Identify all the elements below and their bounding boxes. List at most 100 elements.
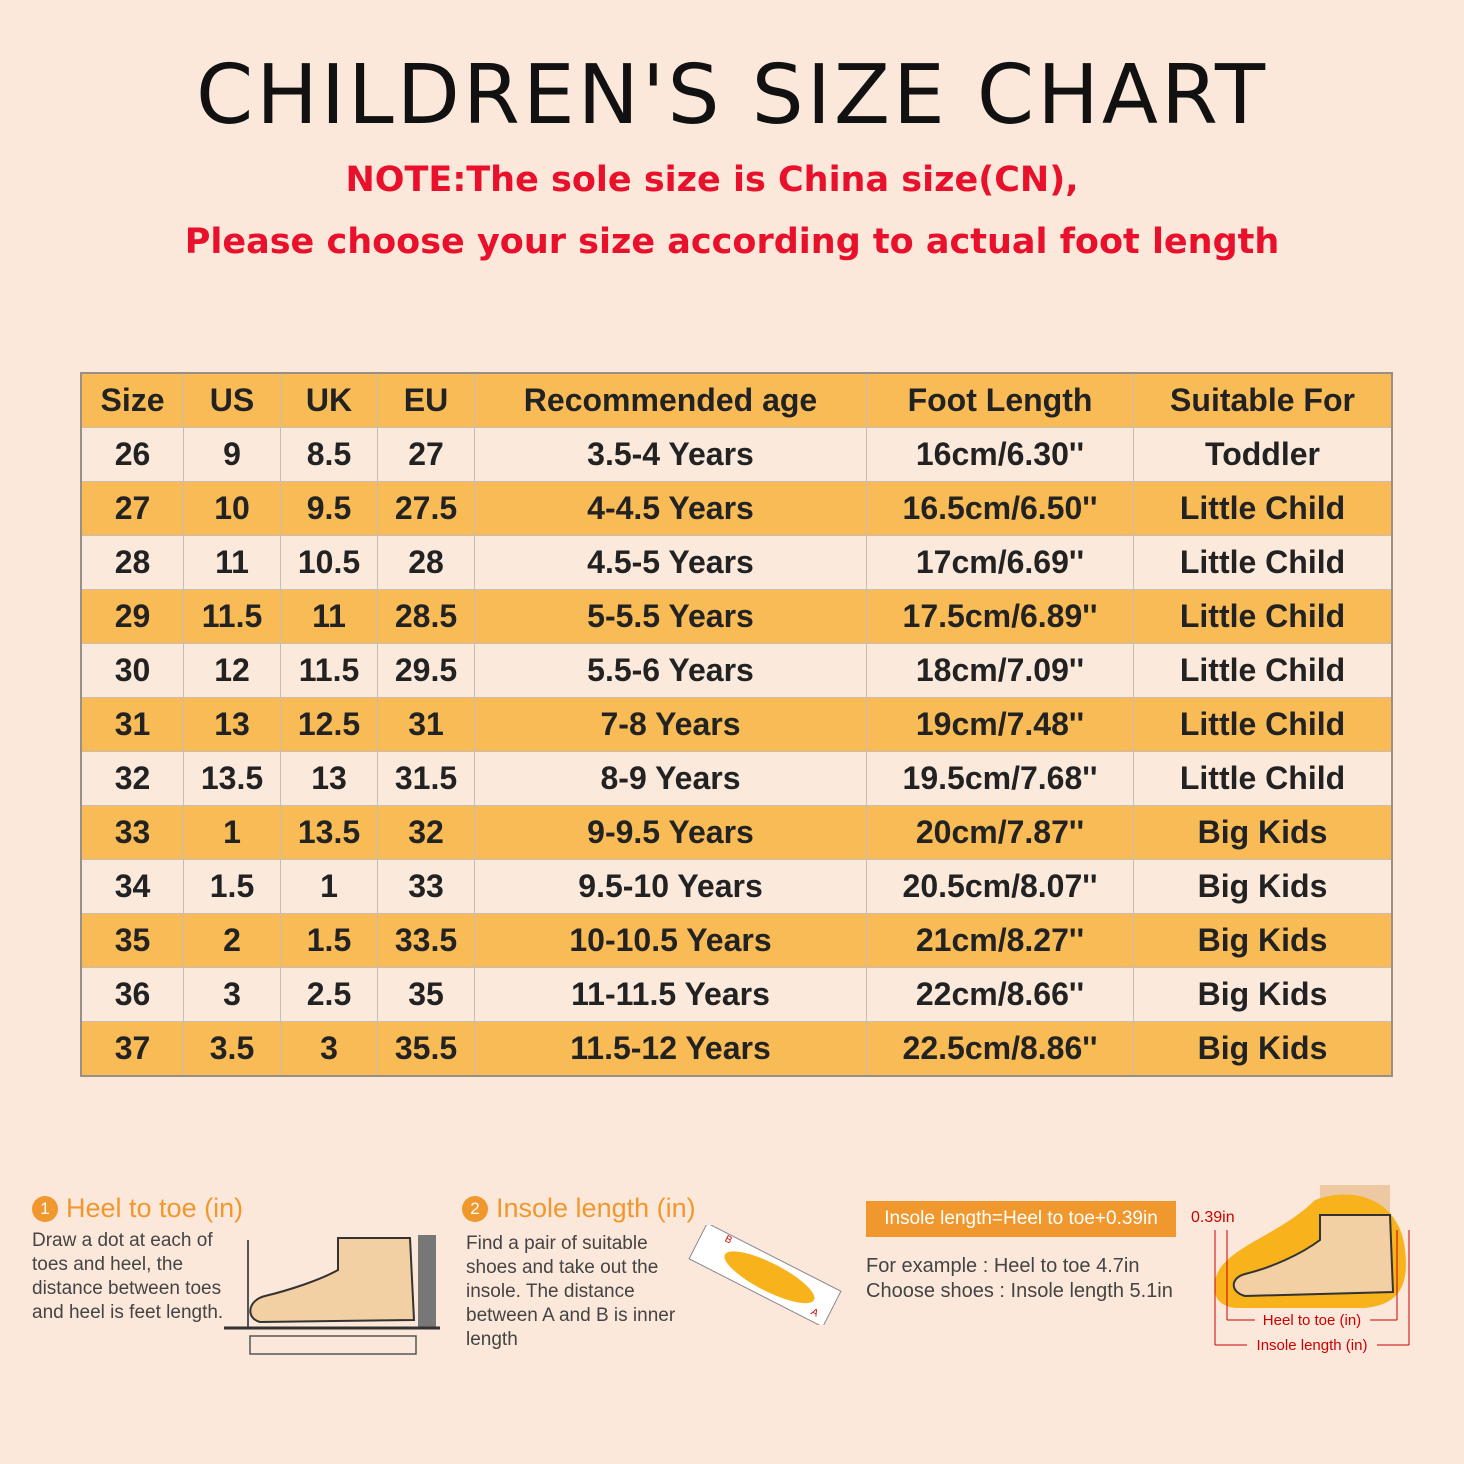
cell: 33	[377, 859, 475, 914]
cell: 35	[377, 967, 475, 1022]
cell: 3.5	[183, 1021, 281, 1077]
cell: 20cm/7.87''	[866, 805, 1134, 860]
cell: Little Child	[1133, 535, 1393, 590]
foot-illustration	[224, 1235, 440, 1355]
row: 26 9 8.5 27 3.5-4 Years 16cm/6.30'' Toddler	[80, 427, 1393, 482]
cell: 10-10.5 Years	[474, 913, 867, 968]
cell: 28.5	[377, 589, 475, 644]
cell: 27	[377, 427, 475, 482]
cell: Little Child	[1133, 751, 1393, 806]
cell: Big Kids	[1133, 805, 1393, 860]
cell: Suitable For	[1133, 372, 1393, 428]
point-label: A	[809, 1307, 820, 1320]
cell: 31.5	[377, 751, 475, 806]
cell: 35.5	[377, 1021, 475, 1077]
cell: 31	[377, 697, 475, 752]
cell: 1	[183, 805, 281, 860]
cell: 1.5	[280, 913, 378, 968]
cell: 2.5	[280, 967, 378, 1022]
row: 36 3 2.5 35 11-11.5 Years 22cm/8.66'' Big Kids	[80, 967, 1393, 1022]
cell: Big Kids	[1133, 913, 1393, 968]
label-bg	[1255, 1311, 1370, 1329]
cell: 30	[80, 643, 184, 698]
cell: 11.5-12 Years	[474, 1021, 867, 1077]
cell: 32	[377, 805, 475, 860]
cell: 16cm/6.30''	[866, 427, 1134, 482]
cell: Little Child	[1133, 697, 1393, 752]
insole-illustration: B A	[688, 1225, 842, 1325]
cell: 10	[183, 481, 281, 536]
step-text: Draw a dot at each of toes and heel, the…	[32, 1230, 224, 1323]
insole	[724, 1251, 815, 1304]
cell: 32	[80, 751, 184, 806]
step-heading: 1 Heel to toe (in)	[32, 1193, 243, 1224]
cell: 8.5	[280, 427, 378, 482]
formula: Insole length=Heel to toe+0.39in	[866, 1201, 1176, 1237]
cell: 3.5-4 Years	[474, 427, 867, 482]
cell: 34	[80, 859, 184, 914]
cell: 19cm/7.48''	[866, 697, 1134, 752]
cell: 33.5	[377, 913, 475, 968]
step-title: Heel to toe (in)	[66, 1193, 244, 1223]
cell: Little Child	[1133, 481, 1393, 536]
ruler	[249, 1335, 417, 1355]
cell: 3	[280, 1021, 378, 1077]
cell: 22.5cm/8.86''	[866, 1021, 1134, 1077]
row: 30 12 11.5 29.5 5.5-6 Years 18cm/7.09'' Little…	[80, 643, 1393, 698]
step-title: Insole length (in)	[496, 1193, 696, 1223]
heel-label: Heel to toe (in)	[1263, 1312, 1361, 1329]
cell: Big Kids	[1133, 859, 1393, 914]
cell: 5-5.5 Years	[474, 589, 867, 644]
note: Please choose your size according to act…	[184, 222, 1280, 262]
row: 33 1 13.5 32 9-9.5 Years 20cm/7.87'' Big Kids	[80, 805, 1393, 860]
cell: EU	[377, 372, 475, 428]
cell: 37	[80, 1021, 184, 1077]
cell: 1.5	[183, 859, 281, 914]
label-bg	[1247, 1336, 1377, 1354]
cell: Big Kids	[1133, 967, 1393, 1022]
row: 34 1.5 1 33 9.5-10 Years 20.5cm/8.07'' Big Kid…	[80, 859, 1393, 914]
step-text: Find a pair of suitable shoes and take o…	[466, 1233, 676, 1350]
cell: 21cm/8.27''	[866, 913, 1134, 968]
cell: 11	[183, 535, 281, 590]
cell: 4-4.5 Years	[474, 481, 867, 536]
cell: Foot Length	[866, 372, 1134, 428]
point-label: B	[723, 1234, 734, 1247]
cell: 9.5-10 Years	[474, 859, 867, 914]
cell: 28	[377, 535, 475, 590]
cell: 3	[183, 967, 281, 1022]
cell: 13.5	[183, 751, 281, 806]
example-line: For example : Heel to toe 4.7in	[866, 1255, 1140, 1277]
cell: 2	[183, 913, 281, 968]
cell: 12	[183, 643, 281, 698]
cell: Recommended age	[474, 372, 867, 428]
cell: 16.5cm/6.50''	[866, 481, 1134, 536]
cell: Big Kids	[1133, 1021, 1393, 1077]
step-number: 2	[462, 1196, 488, 1222]
cell: 11-11.5 Years	[474, 967, 867, 1022]
cell: Little Child	[1133, 589, 1393, 644]
row: 31 13 12.5 31 7-8 Years 19cm/7.48'' Little Chi…	[80, 697, 1393, 752]
size-table: Size US UK EU Recommended age Foot Length Suit…	[80, 372, 1393, 1077]
cell: Little Child	[1133, 643, 1393, 698]
cell: 19.5cm/7.68''	[866, 751, 1134, 806]
cell: 36	[80, 967, 184, 1022]
step-heading: 2 Insole length (in)	[462, 1193, 696, 1224]
cell: 27.5	[377, 481, 475, 536]
row: 37 3.5 3 35.5 11.5-12 Years 22.5cm/8.86'' Big …	[80, 1021, 1393, 1077]
title: CHILDREN'S SIZE CHART	[195, 48, 1269, 143]
cell: Toddler	[1133, 427, 1393, 482]
foot	[1232, 1214, 1395, 1298]
row: 29 11.5 11 28.5 5-5.5 Years 17.5cm/6.89'' Litt…	[80, 589, 1393, 644]
gap-label: 0.39in	[1191, 1209, 1235, 1226]
cell: 27	[80, 481, 184, 536]
cell: 18cm/7.09''	[866, 643, 1134, 698]
cell: 33	[80, 805, 184, 860]
cell: 35	[80, 913, 184, 968]
cell: 13.5	[280, 805, 378, 860]
cell: 10.5	[280, 535, 378, 590]
cell: 31	[80, 697, 184, 752]
cell: 11	[280, 589, 378, 644]
row: 28 11 10.5 28 4.5-5 Years 17cm/6.69'' Little C…	[80, 535, 1393, 590]
